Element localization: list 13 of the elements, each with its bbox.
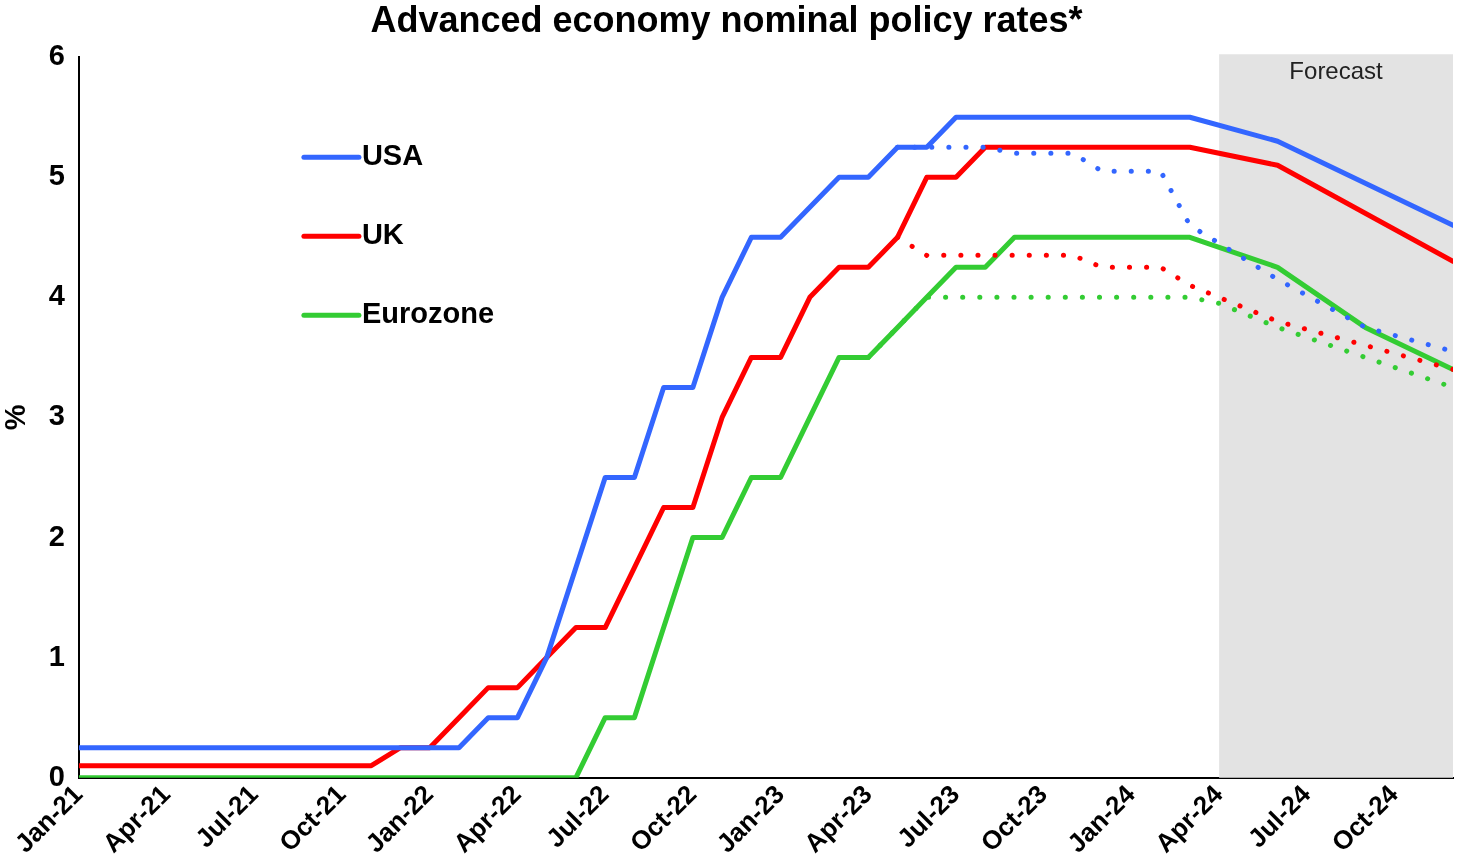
y-tick-label: 1 (48, 639, 65, 672)
y-tick-label: 0 (48, 759, 65, 792)
y-tick-label: 4 (48, 279, 65, 312)
y-tick-label: 3 (48, 399, 65, 432)
band-label: Forecast (1289, 56, 1384, 84)
legend-label: USA (361, 139, 424, 172)
chart-title: Advanced economy nominal policy rates* (370, 0, 1083, 40)
legend-label: UK (361, 218, 404, 251)
legend-label: Eurozone (361, 297, 495, 330)
y-tick-label: 2 (48, 519, 65, 552)
y-axis-title: % (0, 404, 32, 431)
y-tick-label: 6 (48, 39, 65, 72)
y-tick-label: 5 (48, 159, 65, 192)
